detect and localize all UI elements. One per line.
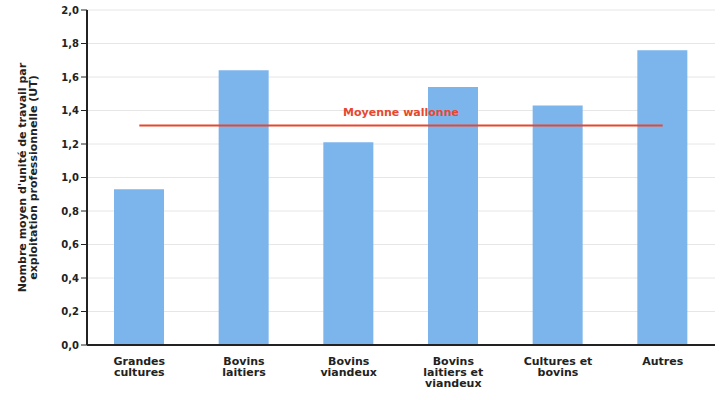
svg-text:1,6: 1,6 bbox=[61, 72, 79, 83]
svg-text:0,0: 0,0 bbox=[61, 340, 79, 351]
svg-text:1,4: 1,4 bbox=[61, 105, 79, 116]
svg-text:Cultures etbovins: Cultures etbovins bbox=[524, 355, 593, 379]
svg-text:0,8: 0,8 bbox=[61, 206, 79, 217]
svg-text:0,4: 0,4 bbox=[61, 273, 79, 284]
svg-text:Bovinsviandeux: Bovinsviandeux bbox=[320, 355, 376, 379]
svg-text:Grandescultures: Grandescultures bbox=[114, 355, 166, 379]
svg-text:Nombre moyen d'unité de travai: Nombre moyen d'unité de travail parexplo… bbox=[16, 62, 40, 292]
svg-text:2,0: 2,0 bbox=[61, 5, 79, 16]
svg-text:Bovinslaitiers: Bovinslaitiers bbox=[222, 355, 266, 379]
svg-text:Moyenne wallonne: Moyenne wallonne bbox=[343, 106, 459, 119]
svg-text:0,6: 0,6 bbox=[61, 239, 79, 250]
svg-text:Autres: Autres bbox=[642, 355, 683, 368]
svg-text:1,0: 1,0 bbox=[61, 172, 79, 183]
svg-text:Bovinslaitiers etviandeux: Bovinslaitiers etviandeux bbox=[423, 355, 483, 390]
svg-text:0,2: 0,2 bbox=[61, 306, 79, 317]
svg-text:1,2: 1,2 bbox=[61, 139, 79, 150]
svg-text:1,8: 1,8 bbox=[61, 38, 79, 49]
